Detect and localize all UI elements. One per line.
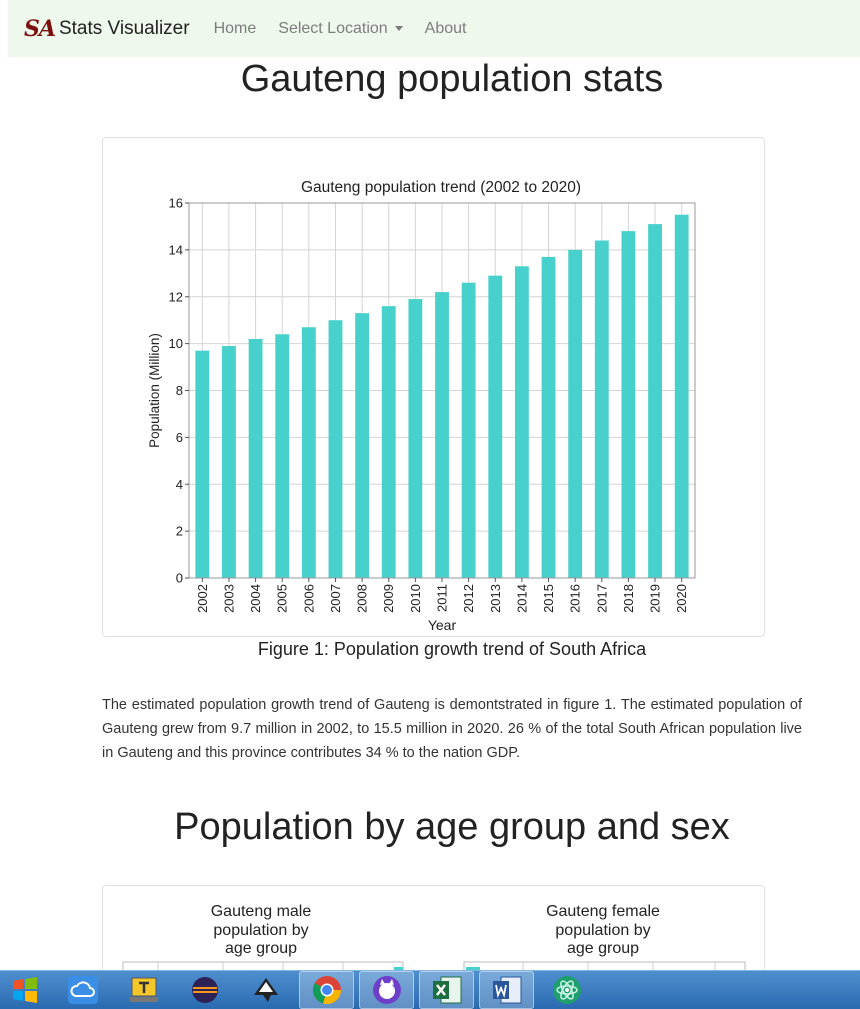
male-chart-title-line: Gauteng male (210, 903, 312, 920)
x-tick-label: 2010 (408, 584, 423, 613)
y-tick-label: 6 (176, 430, 183, 445)
x-tick-label: 2011 (435, 584, 450, 612)
chrome-icon (312, 976, 341, 1005)
nav-about-link[interactable]: About (424, 19, 467, 37)
chart-bar (621, 231, 636, 578)
y-tick-label: 8 (176, 383, 183, 398)
page-title: Gauteng population stats (240, 58, 664, 100)
github-desktop-icon (372, 976, 401, 1004)
windows-start-icon (13, 977, 37, 1003)
chart-bar (488, 275, 503, 578)
female-chart-title-line: population by (555, 921, 651, 939)
chart-bar (674, 214, 689, 578)
x-tick-label: 2008 (355, 584, 370, 613)
figure1-card: 0 2 4 6 8 10 12 14 16 2002 2003 2004 2005 2006 2007 200… (102, 137, 765, 637)
x-tick-label: 2018 (621, 584, 636, 613)
cloud-icon (68, 976, 98, 1004)
male-chart-title: Gauteng male population by age group (163, 903, 359, 959)
y-tick-label: 4 (176, 477, 183, 492)
nav-select-location-label: Select Location (278, 19, 388, 37)
x-tick-label: 2012 (461, 584, 476, 613)
x-tick-label: 2004 (248, 584, 263, 613)
word-icon (492, 976, 521, 1004)
x-tick-label: 2016 (568, 584, 583, 613)
inkscape-icon (254, 978, 278, 1002)
atom-icon (553, 976, 581, 1004)
nav-links: Home Select Location About (214, 20, 489, 38)
x-tick-label: 2017 (594, 584, 609, 613)
x-tick-label: 2013 (488, 584, 503, 613)
x-tick-label: 2006 (301, 584, 316, 613)
y-tick-label: 12 (169, 289, 183, 304)
x-tick-label: 2019 (648, 584, 663, 613)
age-group-charts-card: Gauteng male population by age group Gau… (102, 885, 765, 975)
x-tick-label: 2003 (221, 584, 236, 613)
chart-title: Gauteng population trend (2002 to 2020) (301, 179, 581, 196)
age-group-charts-partial (122, 961, 746, 974)
x-tick-label: 2005 (275, 584, 290, 613)
x-tick-label: 2014 (514, 584, 529, 613)
chart-bar (381, 306, 396, 578)
eclipse-icon (192, 977, 218, 1003)
chart-bar (222, 345, 236, 578)
chart-bar (328, 320, 343, 578)
nav-home-link[interactable]: Home (213, 19, 257, 37)
chart-bar (648, 224, 662, 578)
female-chart-title-line: age group (566, 940, 640, 957)
female-chart-title-line: Gauteng female (546, 903, 660, 920)
chart-bar (301, 327, 316, 578)
x-tick-label: 2015 (541, 584, 556, 613)
navbar: SA Stats Visualizer Home Select Location… (8, 0, 860, 57)
figure1-caption: Figure 1: Population growth trend of Sou… (257, 639, 647, 659)
chart-bar (461, 282, 476, 578)
chart-bar (568, 249, 583, 578)
chart-bar (514, 266, 529, 578)
nav-select-location-dropdown[interactable]: Select Location (278, 19, 403, 38)
y-tick-label: 0 (176, 571, 183, 586)
y-tick-label: 16 (169, 196, 183, 211)
taskbar-keyboard-app[interactable] (116, 971, 172, 1009)
population-trend-chart: 0 2 4 6 8 10 12 14 16 2002 2003 2004 2005 2006 2007 200… (147, 179, 696, 633)
male-chart-title-line: age group (224, 940, 298, 957)
chevron-down-icon (394, 26, 403, 31)
taskbar-word-app[interactable] (479, 971, 534, 1009)
chart-bar (594, 240, 609, 578)
y-tick-label: 10 (169, 336, 183, 351)
chart-bar (248, 338, 263, 578)
x-tick-label: 2007 (328, 584, 343, 613)
windows-start-button[interactable] (0, 971, 50, 1009)
y-axis-label: Population (Million) (147, 333, 162, 448)
y-tick-label: 2 (176, 524, 183, 539)
taskbar-inkscape-app[interactable] (238, 971, 294, 1009)
taskbar-atom-app[interactable] (539, 971, 595, 1009)
x-tick-label: 2009 (381, 584, 396, 613)
taskbar-chrome-app[interactable] (299, 971, 354, 1009)
taskbar-github-app[interactable] (359, 971, 414, 1009)
x-tick-label: 2002 (195, 584, 210, 613)
female-chart-title: Gauteng female population by age group (503, 903, 703, 959)
chart-bar (541, 256, 556, 578)
chart-bar (355, 313, 370, 578)
brand-name: Stats Visualizer (58, 17, 190, 39)
section-title-age-sex: Population by age group and sex (174, 806, 730, 848)
brand-logo: SA (24, 15, 56, 42)
y-tick-label: 14 (169, 242, 183, 257)
population-description: The estimated population growth trend of… (102, 697, 802, 761)
brand-link[interactable]: SA Stats Visualizer (24, 16, 190, 42)
x-axis-label: Year (428, 617, 457, 633)
taskbar-eclipse-app[interactable] (177, 971, 233, 1009)
keyboard-icon (130, 977, 158, 1002)
chart-bar (408, 299, 423, 578)
chart-bar (275, 334, 290, 578)
male-chart-title-line: population by (213, 921, 309, 939)
taskbar-excel-app[interactable] (419, 971, 474, 1009)
excel-icon (432, 976, 461, 1004)
chart-bar (195, 350, 210, 578)
windows-taskbar (0, 970, 860, 1009)
chart-bar (435, 292, 449, 578)
taskbar-cloud-app[interactable] (55, 971, 111, 1009)
x-tick-label: 2020 (674, 584, 689, 613)
